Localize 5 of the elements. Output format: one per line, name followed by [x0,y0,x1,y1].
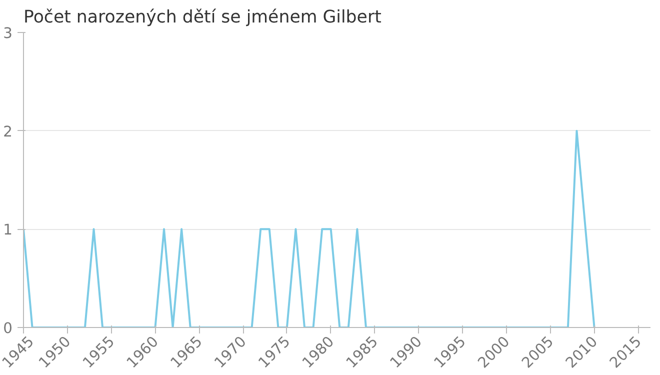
y-tick-label: 3 [3,25,13,42]
y-tick-label: 1 [3,222,13,239]
y-tick-label: 0 [3,320,13,337]
chart-title: Počet narozených dětí se jménem Gilbert [24,8,382,28]
y-tick-label: 2 [3,123,13,140]
